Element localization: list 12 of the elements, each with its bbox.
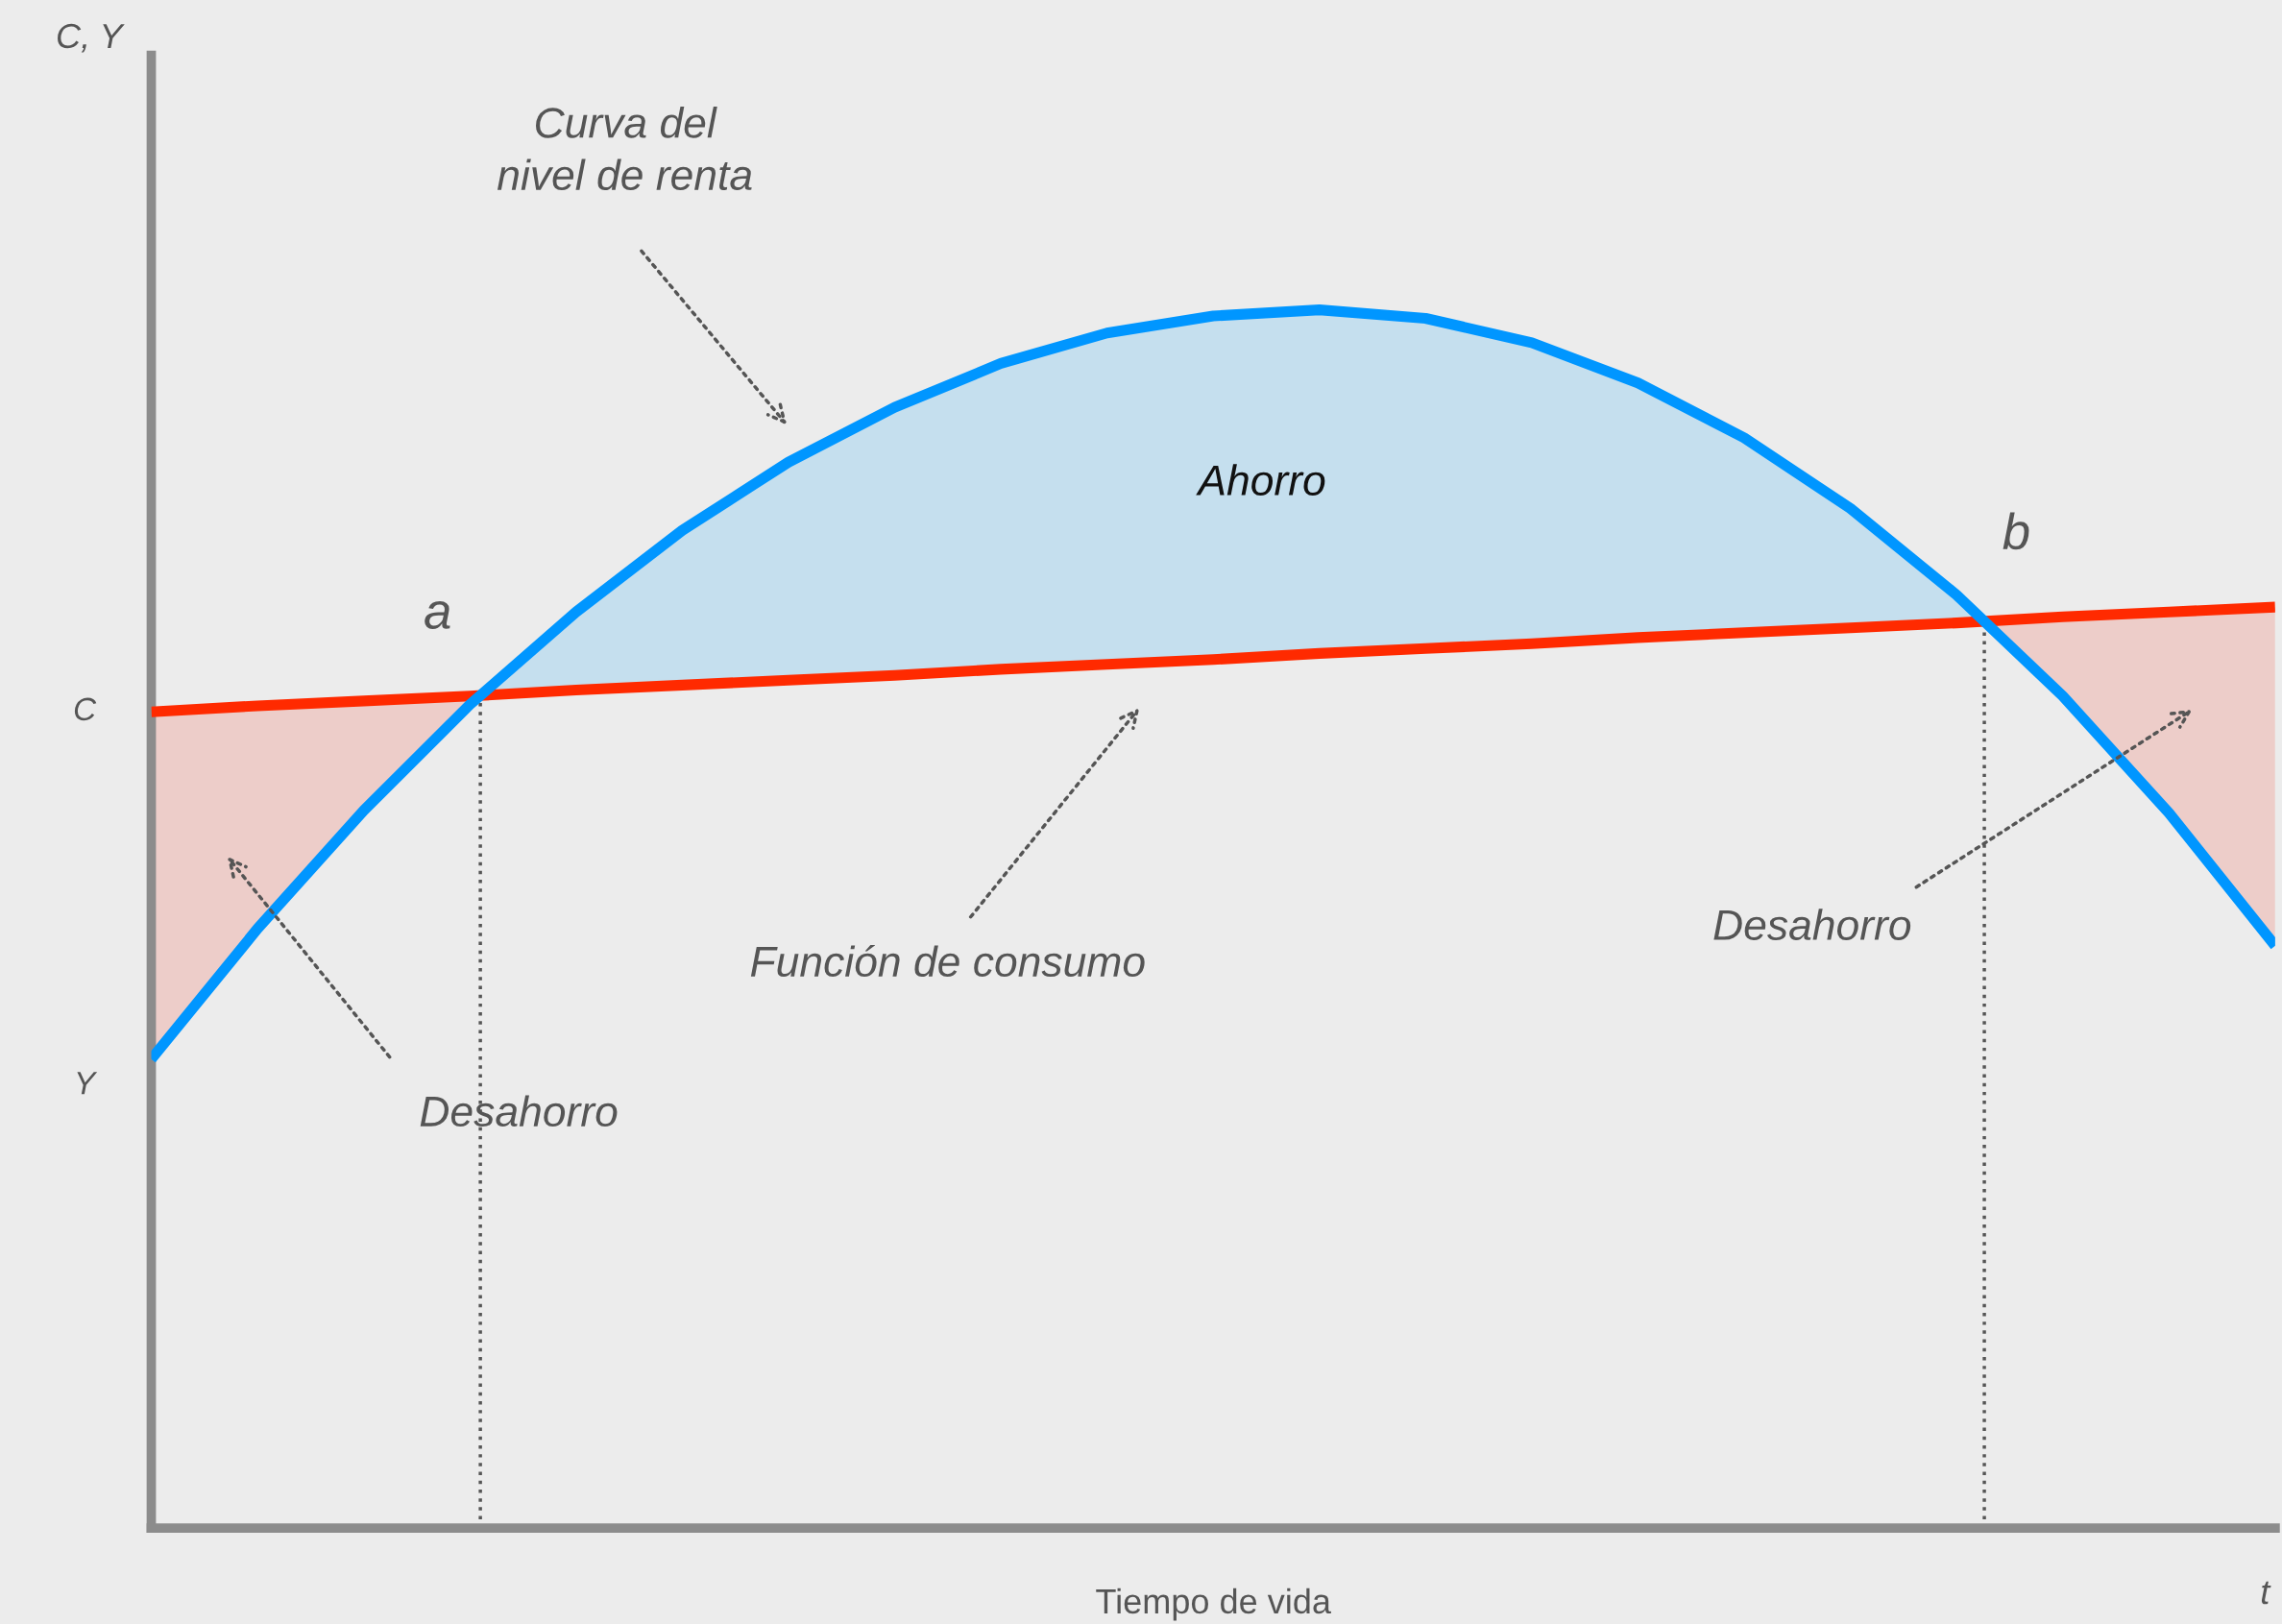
text: Y (77, 1072, 98, 1095)
annotation: Ahorro (1196, 464, 1325, 496)
annotation: a (425, 601, 450, 629)
text: C (74, 697, 97, 721)
x-axis-title: Tiempo de vida (1096, 1588, 1331, 1621)
text: t (2261, 1581, 2271, 1605)
text: Curva del nivel de renta (497, 107, 752, 191)
annotation: b (2003, 512, 2029, 550)
annotation: Desahorro (1713, 909, 1911, 941)
annotation: Función de consumo (750, 944, 1145, 978)
text: C, Y (58, 23, 125, 53)
annotation: Desahorro (420, 1095, 618, 1127)
